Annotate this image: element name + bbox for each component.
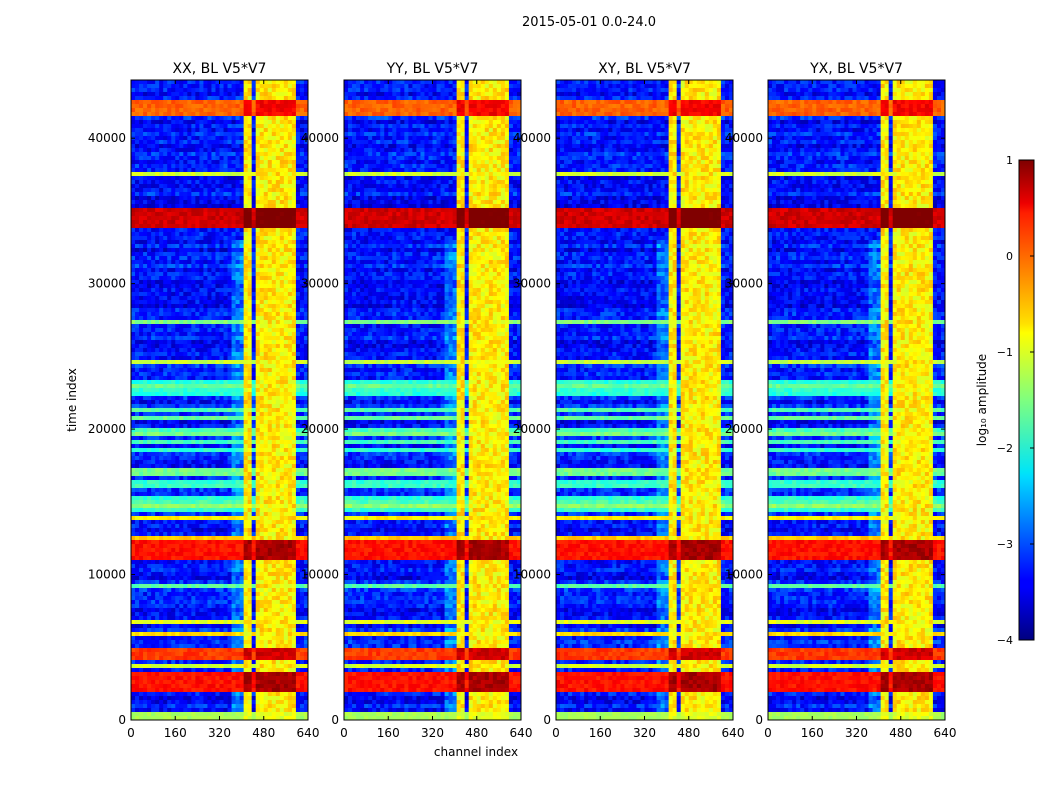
x-axis-label: channel index (434, 745, 518, 759)
y-tick-label: 10000 (88, 568, 126, 582)
x-tick-label: 0 (340, 726, 348, 740)
x-tick-label: 160 (801, 726, 824, 740)
x-tick-label: 160 (377, 726, 400, 740)
colorbar-tick-label: −2 (997, 442, 1013, 455)
x-tick-label: 0 (127, 726, 135, 740)
y-tick-label: 30000 (301, 277, 339, 291)
x-tick-label: 0 (552, 726, 560, 740)
panel-yx: YX, BL V5*V7 0 160 320 480 640 0 10000 20000 3000… (725, 61, 957, 740)
panel-title: XX, BL V5*V7 (173, 61, 267, 77)
y-tick-label: 10000 (301, 568, 339, 582)
y-tick-label: 30000 (513, 277, 551, 291)
y-tick-label: 20000 (301, 422, 339, 436)
y-tick-label: 40000 (88, 131, 126, 145)
x-tick-label: 640 (297, 726, 320, 740)
x-tick-label: 320 (633, 726, 656, 740)
panels: XX, BL V5*V7 0 160 320 480 640 0 10000 20000 3000… (88, 61, 957, 740)
colorbar-tick-label: −3 (997, 538, 1013, 551)
colorbar-gradient (1019, 160, 1034, 640)
colorbar-label: log₁₀ amplitude (975, 354, 989, 446)
heatmap-image (131, 80, 308, 720)
heatmap-image (344, 80, 521, 720)
x-tick-label: 640 (510, 726, 533, 740)
panel-yy: YY, BL V5*V7 0 160 320 480 640 0 10000 20000 3000… (301, 61, 533, 740)
colorbar-tick-label: −1 (997, 346, 1013, 359)
y-axis-label: time index (65, 368, 79, 432)
x-tick-label: 320 (421, 726, 444, 740)
y-tick-label: 0 (118, 713, 126, 727)
y-tick-label: 0 (543, 713, 551, 727)
y-tick-label: 20000 (513, 422, 551, 436)
panel-title: XY, BL V5*V7 (598, 61, 691, 77)
x-tick-label: 0 (764, 726, 772, 740)
y-tick-label: 40000 (725, 131, 763, 145)
y-tick-label: 20000 (88, 422, 126, 436)
x-tick-label: 480 (677, 726, 700, 740)
y-tick-label: 40000 (301, 131, 339, 145)
y-tick-label: 0 (331, 713, 339, 727)
y-tick-label: 40000 (513, 131, 551, 145)
colorbar: 1 0 −1 −2 −3 −4 log₁₀ amplitude (975, 154, 1034, 647)
y-tick-label: 10000 (513, 568, 551, 582)
heatmap-image (768, 80, 945, 720)
colorbar-tick-label: 0 (1006, 250, 1013, 263)
panel-xx: XX, BL V5*V7 0 160 320 480 640 0 10000 20000 3000… (88, 61, 320, 740)
x-tick-label: 640 (934, 726, 957, 740)
colorbar-tick-label: 1 (1006, 154, 1013, 167)
x-tick-label: 320 (208, 726, 231, 740)
x-tick-label: 480 (889, 726, 912, 740)
figure-suptitle: 2015-05-01 0.0-24.0 (522, 15, 656, 30)
x-tick-label: 480 (465, 726, 488, 740)
panel-title: YY, BL V5*V7 (386, 61, 479, 77)
heatmap-image (556, 80, 733, 720)
y-tick-label: 0 (755, 713, 763, 727)
y-tick-label: 30000 (725, 277, 763, 291)
x-tick-label: 640 (722, 726, 745, 740)
y-tick-label: 30000 (88, 277, 126, 291)
x-tick-label: 160 (164, 726, 187, 740)
x-tick-label: 320 (845, 726, 868, 740)
x-tick-label: 480 (252, 726, 275, 740)
panel-title: YX, BL V5*V7 (809, 61, 903, 77)
x-tick-label: 160 (589, 726, 612, 740)
panel-xy: XY, BL V5*V7 0 160 320 480 640 0 10000 20000 3000… (513, 61, 745, 740)
y-tick-label: 10000 (725, 568, 763, 582)
y-tick-label: 20000 (725, 422, 763, 436)
colorbar-tick-label: −4 (997, 634, 1013, 647)
